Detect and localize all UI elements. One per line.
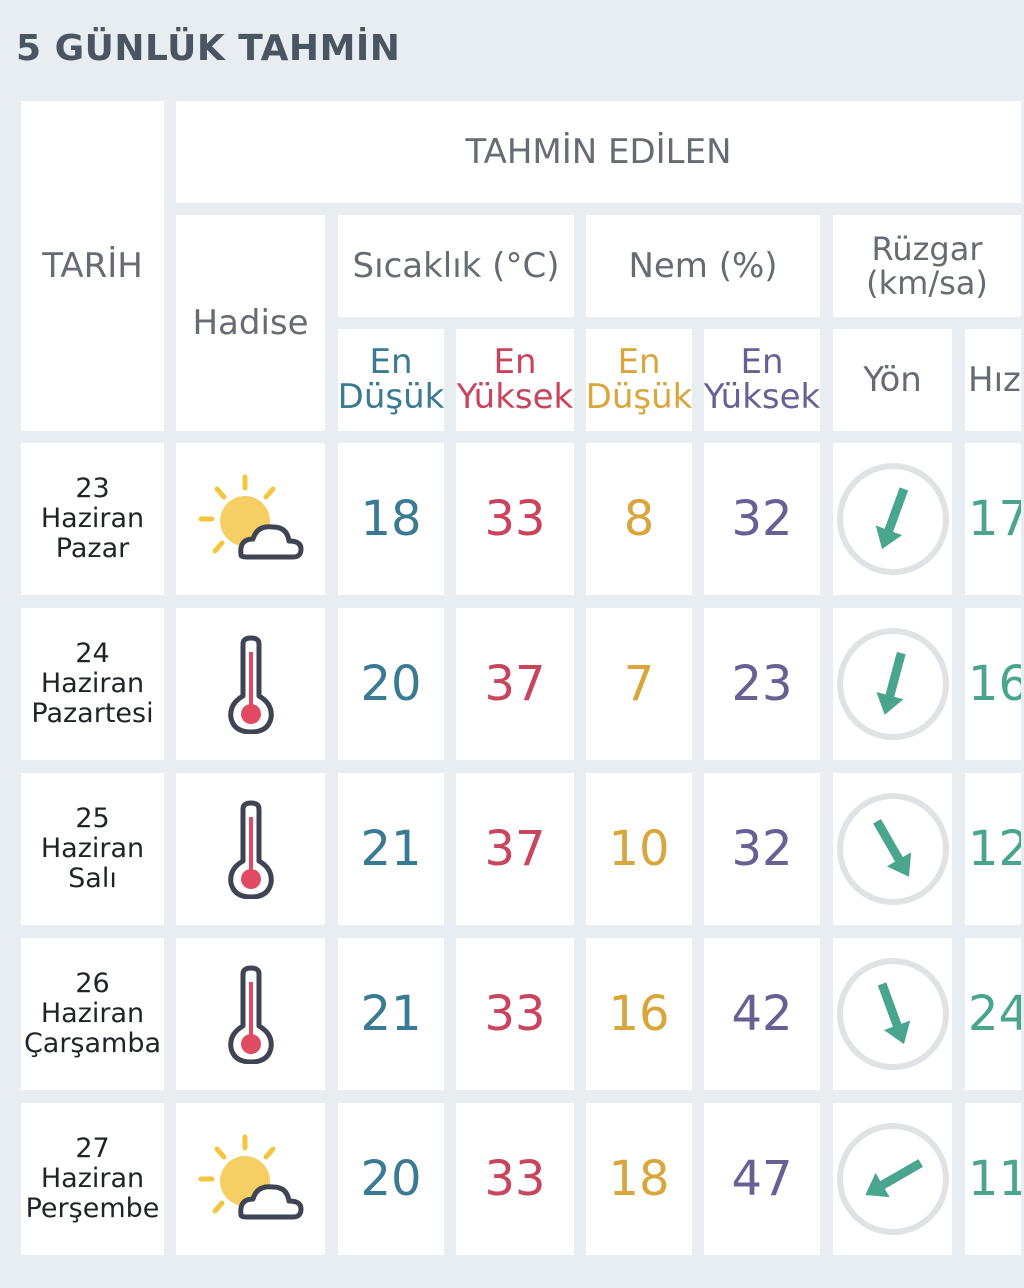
wind-direction-cell [833,773,952,925]
partly-cloudy-icon [198,474,303,560]
date-day: 26 [75,968,110,999]
date-day: 25 [75,803,110,834]
weather-icon-cell [176,938,325,1090]
temp-max-value: 33 [456,938,574,1090]
date-cell: 27 Haziran Perşembe [21,1103,164,1255]
hum-max-header: En Yüksek [704,329,820,431]
date-cell: 24 Haziran Pazartesi [21,608,164,760]
wind-header-line1: Rüzgar [871,230,983,268]
hum-max-header-label: Yüksek [703,377,821,417]
humidity-max-value: 23 [704,608,820,760]
hum-min-header-en: En [617,342,661,382]
temp-min-value: 20 [338,1103,444,1255]
temp-min-value: 21 [338,773,444,925]
temp-min-header-label: Düşük [337,377,445,417]
date-day: 27 [75,1133,110,1164]
wind-speed-value: 12 [965,773,1021,925]
humidity-header: Nem (%) [586,215,820,317]
date-day: 24 [75,638,110,669]
temp-min-value: 20 [338,608,444,760]
wind-direction-icon [836,1123,949,1235]
thermometer-icon [227,635,274,734]
wind-speed-header: Hız [965,329,1021,431]
date-month: Haziran [40,668,145,699]
humidity-min-value: 18 [586,1103,692,1255]
date-weekday: Çarşamba [23,1028,162,1059]
wind-direction-cell [833,1103,952,1255]
wind-header-line2: (km/sa) [866,264,988,302]
date-day: 23 [75,473,110,504]
forecast-header: TAHMİN EDİLEN [176,101,1021,203]
wind-direction-icon [836,463,949,575]
weather-icon-cell [176,608,325,760]
temp-max-header: En Yüksek [456,329,574,431]
wind-speed-value: 24 [965,938,1021,1090]
temp-max-value: 37 [456,608,574,760]
date-month: Haziran [40,1163,145,1194]
date-weekday: Pazartesi [31,698,154,729]
hum-min-header-label: Düşük [585,377,693,417]
thermometer-icon [227,800,274,899]
wind-direction-cell [833,443,952,595]
wind-direction-icon [836,793,949,905]
wind-speed-value: 11 [965,1103,1021,1255]
weather-icon-cell [176,443,325,595]
phenomenon-header: Hadise [176,215,325,431]
thermometer-icon [227,965,274,1064]
humidity-min-value: 7 [586,608,692,760]
temp-min-header-en: En [369,342,413,382]
temp-min-value: 18 [338,443,444,595]
page-title: 5 GÜNLÜK TAHMİN [16,28,401,69]
temp-max-header-label: Yüksek [456,377,574,417]
wind-direction-cell [833,938,952,1090]
humidity-min-value: 16 [586,938,692,1090]
humidity-min-value: 8 [586,443,692,595]
date-weekday: Salı [68,863,117,894]
humidity-max-value: 47 [704,1103,820,1255]
humidity-max-value: 32 [704,773,820,925]
weather-icon-cell [176,773,325,925]
wind-direction-icon [836,628,949,740]
temp-max-value: 37 [456,773,574,925]
date-cell: 23 Haziran Pazar [21,443,164,595]
date-month: Haziran [40,833,145,864]
date-cell: 26 Haziran Çarşamba [21,938,164,1090]
hum-max-header-en: En [740,342,784,382]
date-weekday: Pazar [55,533,130,564]
temp-max-header-en: En [493,342,537,382]
wind-direction-icon [836,958,949,1070]
humidity-max-value: 32 [704,443,820,595]
wind-speed-value: 16 [965,608,1021,760]
hum-min-header: En Düşük [586,329,692,431]
wind-speed-value: 17 [965,443,1021,595]
humidity-min-value: 10 [586,773,692,925]
wind-direction-header: Yön [833,329,952,431]
temp-max-value: 33 [456,1103,574,1255]
humidity-max-value: 42 [704,938,820,1090]
temp-min-header: En Düşük [338,329,444,431]
date-month: Haziran [40,998,145,1029]
wind-direction-cell [833,608,952,760]
date-month: Haziran [40,503,145,534]
temperature-header: Sıcaklık (°C) [338,215,574,317]
temp-max-value: 33 [456,443,574,595]
temp-min-value: 21 [338,938,444,1090]
weather-icon-cell [176,1103,325,1255]
partly-cloudy-icon [198,1134,303,1220]
date-cell: 25 Haziran Salı [21,773,164,925]
date-header: TARİH [21,101,164,431]
wind-header: Rüzgar (km/sa) [833,215,1021,317]
date-weekday: Perşembe [25,1193,160,1224]
